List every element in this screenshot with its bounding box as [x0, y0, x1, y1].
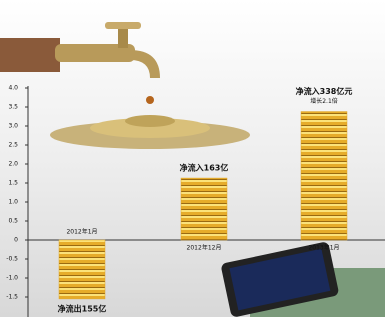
y-tick-label: -1.0: [6, 275, 18, 282]
y-tick-label: 1.0: [8, 199, 18, 206]
chart: 4.0 3.5 3.0 2.5 2.0 1.5 1.0 0.5 0 -0.5 -1.0 -1.5 201…: [0, 0, 385, 317]
x-tick-label: 2013年1月: [308, 244, 339, 252]
y-tick-label: 1.5: [8, 180, 18, 187]
x-tick-label: 2012年1月: [66, 228, 97, 236]
bar: [181, 178, 227, 240]
y-tick-label: 2.0: [8, 161, 18, 168]
y-tick-label: 0.5: [8, 218, 18, 225]
bar: [301, 112, 347, 240]
value-label: 净流入338亿元: [296, 86, 353, 96]
y-tick-label: -1.5: [6, 294, 18, 301]
x-tick-label: 2012年12月: [187, 244, 222, 252]
y-tick-label: 4.0: [8, 85, 18, 92]
y-tick-label: 0: [14, 237, 18, 244]
value-label: 净流出155亿: [58, 303, 107, 313]
y-tick-label: -0.5: [6, 256, 18, 263]
value-label: 净流入163亿: [180, 163, 229, 173]
y-tick-label: 2.5: [8, 142, 18, 149]
bar: [59, 240, 105, 299]
y-tick-label: 3.5: [8, 104, 18, 111]
y-tick-label: 3.0: [8, 123, 18, 130]
annotation: 增长2.1倍: [310, 97, 338, 105]
